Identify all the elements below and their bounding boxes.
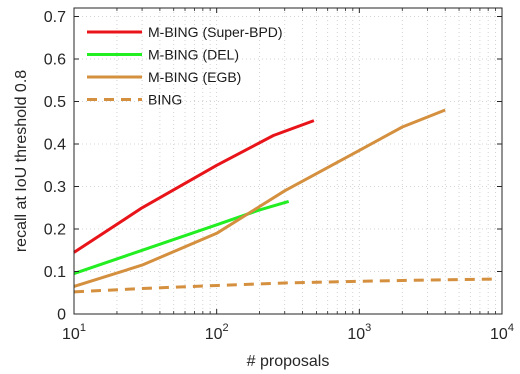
y-tick-label: 0.3 bbox=[44, 179, 66, 196]
series-line bbox=[73, 108, 446, 288]
legend-label: M-BING (EGB) bbox=[148, 69, 241, 85]
grid bbox=[74, 8, 502, 314]
axis-ticks: 0 0.1 0.2 0.3 0.4 0.5 0.6 0.7 101 102 103 104 bbox=[44, 8, 514, 343]
series-lines bbox=[73, 108, 496, 294]
plot-frame bbox=[73, 7, 503, 315]
x-tick-label: 102 bbox=[205, 322, 229, 343]
y-axis-title: recall at IoU threshold 0.8 bbox=[13, 70, 30, 252]
x-tick-exponent: 4 bbox=[508, 322, 514, 334]
series-line bbox=[73, 277, 496, 294]
y-tick-label: 0.2 bbox=[44, 222, 66, 239]
x-tick-label: 101 bbox=[62, 322, 86, 343]
y-tick-label: 0.5 bbox=[44, 94, 66, 111]
series-line bbox=[73, 199, 290, 276]
x-tick-exponent: 2 bbox=[223, 322, 229, 334]
x-tick-label: 103 bbox=[347, 322, 371, 343]
x-tick-label: 104 bbox=[490, 322, 514, 343]
y-tick-label: 0.1 bbox=[44, 264, 66, 281]
x-axis-title: # proposals bbox=[247, 353, 330, 370]
x-tick-exponent: 1 bbox=[80, 322, 86, 334]
legend: M-BING (Super-BPD) M-BING (DEL) M-BING (EG… bbox=[87, 24, 283, 108]
x-tick-exponent: 3 bbox=[365, 322, 371, 334]
y-tick-label: 0.6 bbox=[44, 52, 66, 69]
y-tick-label: 0 bbox=[57, 307, 66, 324]
series-line bbox=[73, 119, 315, 254]
y-tick-label: 0.7 bbox=[44, 9, 66, 26]
legend-label: M-BING (DEL) bbox=[148, 47, 239, 63]
legend-label: BING bbox=[148, 92, 182, 108]
y-tick-label: 0.4 bbox=[44, 137, 66, 154]
legend-label: M-BING (Super-BPD) bbox=[148, 24, 283, 40]
